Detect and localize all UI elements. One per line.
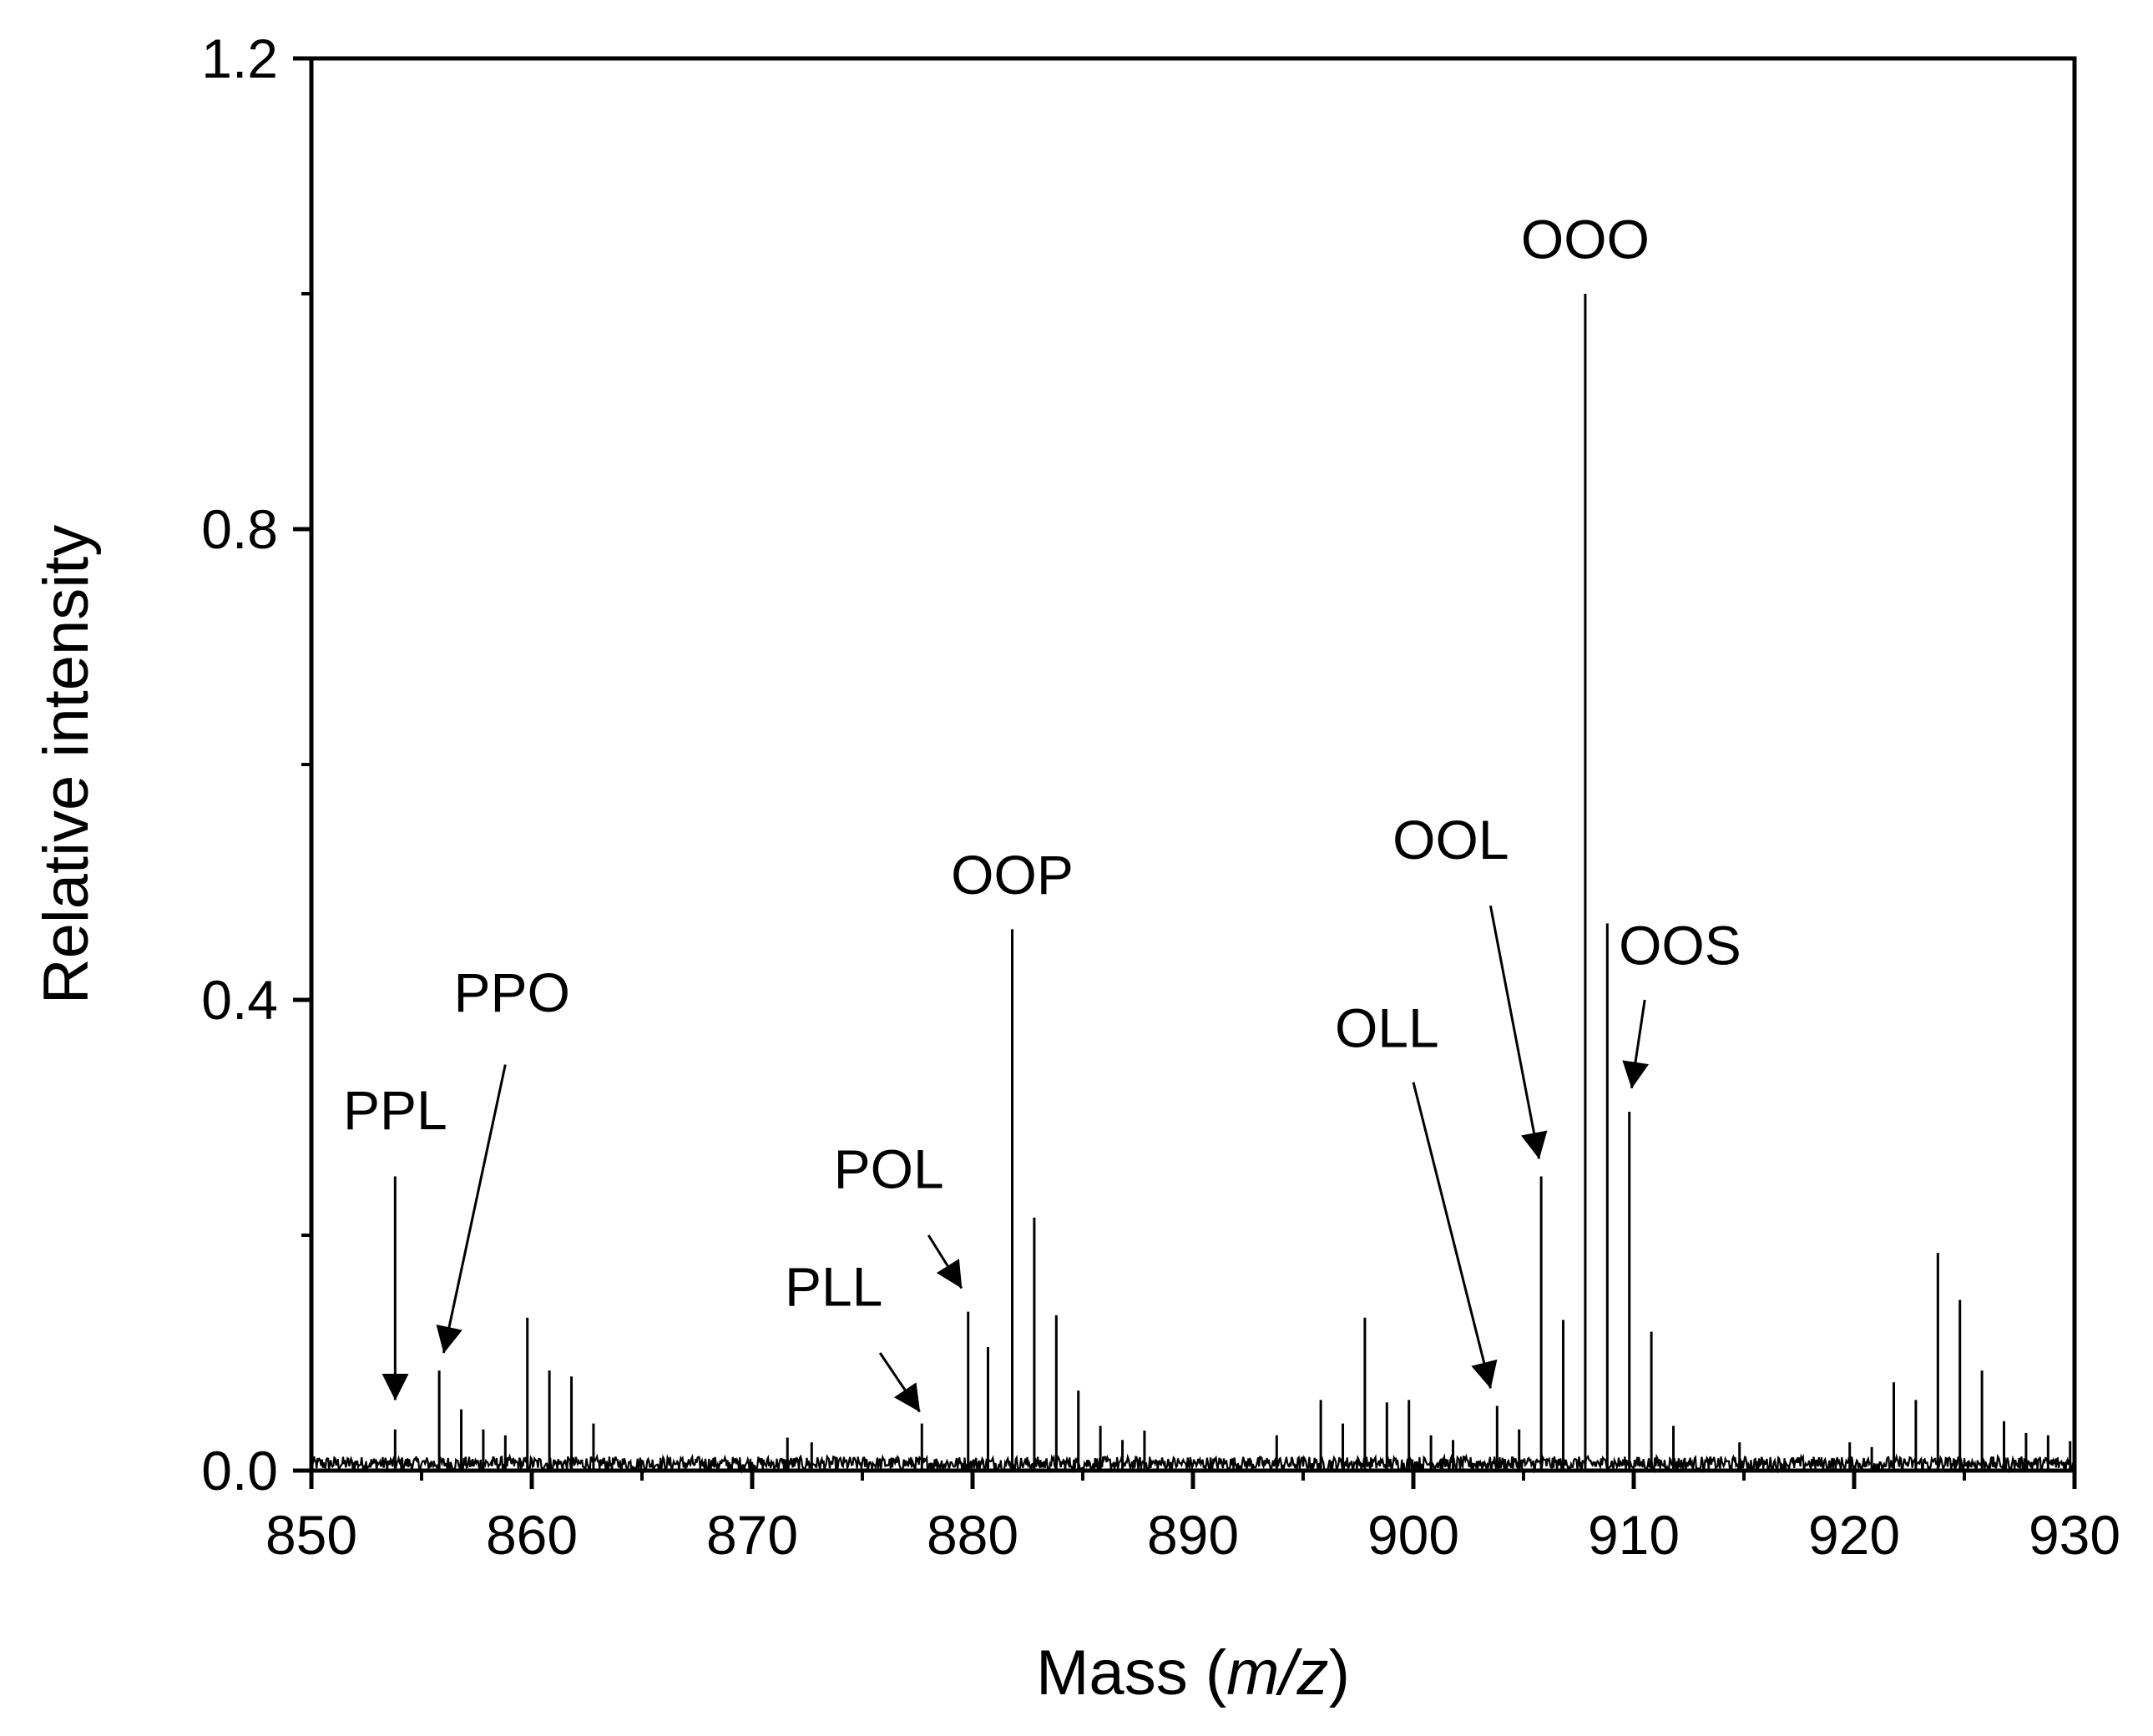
x-tick-label-880: 880 — [927, 1504, 1018, 1566]
x-tick-label-910: 910 — [1588, 1504, 1680, 1566]
y-tick-label-0: 0.0 — [201, 1440, 278, 1501]
y-axis-ticks: 0.0 0.4 0.8 1.2 — [201, 28, 311, 1501]
label-ooo: OOO — [1521, 209, 1650, 270]
y-tick-label-0.8: 0.8 — [201, 498, 278, 560]
noise-trace — [310, 1453, 2076, 1475]
x-tick-label-870: 870 — [706, 1504, 798, 1566]
y-tick-label-0.4: 0.4 — [201, 969, 278, 1031]
label-ool: OOL — [1392, 809, 1509, 871]
plot-frame — [309, 56, 2077, 1473]
arrow-ool — [1488, 905, 1548, 1159]
label-oll: OLL — [1335, 997, 1439, 1058]
arrow-pll — [878, 1352, 921, 1413]
label-oos: OOS — [1619, 915, 1741, 976]
arrow-oll — [1412, 1082, 1498, 1389]
label-ppo: PPO — [454, 961, 570, 1023]
x-tick-label-860: 860 — [486, 1504, 578, 1566]
x-tick-label-890: 890 — [1147, 1504, 1239, 1566]
x-tick-label-930: 930 — [2029, 1504, 2120, 1566]
label-pll: PLL — [785, 1256, 882, 1318]
spectrum-peaks — [393, 294, 2072, 1471]
x-axis-title: Mass (m/z) — [1036, 1638, 1350, 1708]
baseline-noise — [310, 1453, 2076, 1475]
x-axis-ticks: 850 860 870 880 890 900 910 920 930 — [265, 1471, 2120, 1566]
y-tick-label-1.2: 1.2 — [201, 28, 278, 89]
x-tick-label-900: 900 — [1367, 1504, 1459, 1566]
x-tick-label-920: 920 — [1808, 1504, 1900, 1566]
y-axis-title: Relative intensity — [31, 525, 102, 1005]
label-oop: OOP — [951, 844, 1074, 906]
x-tick-label-850: 850 — [265, 1504, 357, 1566]
arrow-pol — [927, 1234, 963, 1289]
arrow-ppo — [436, 1064, 507, 1354]
label-pol: POL — [834, 1138, 944, 1200]
arrow-oos — [1622, 999, 1650, 1089]
label-ppl: PPL — [343, 1079, 447, 1141]
